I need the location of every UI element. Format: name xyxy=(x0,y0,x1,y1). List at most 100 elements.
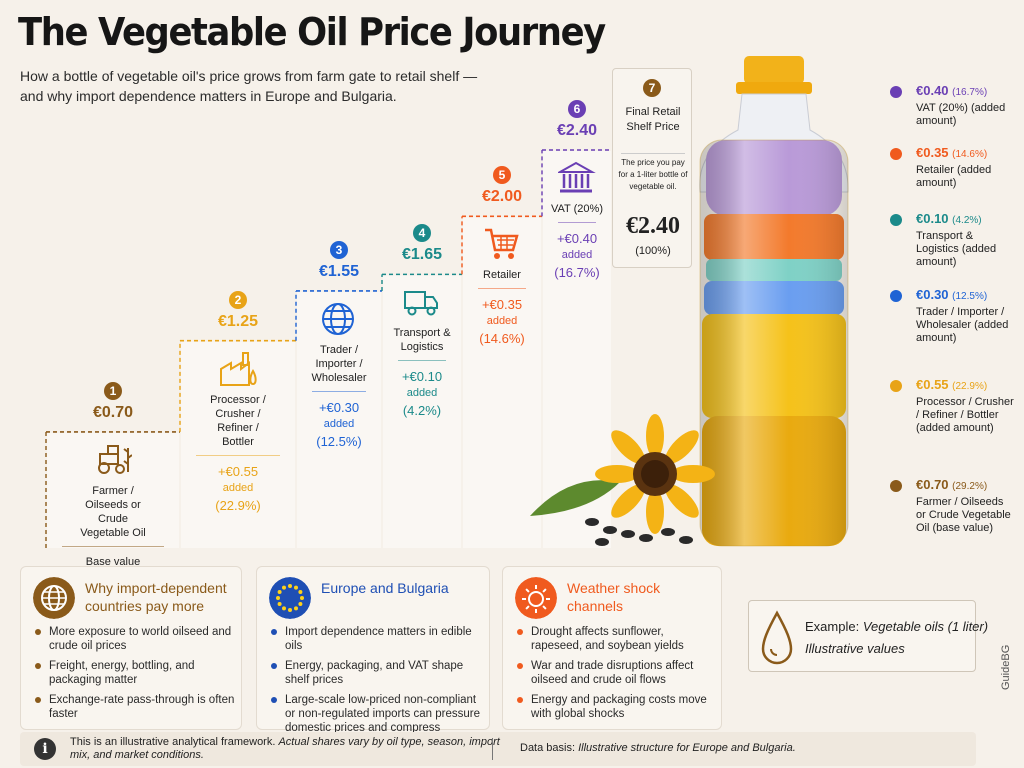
stage-label-line: Refiner / xyxy=(217,421,259,434)
stage-step-badge: 5 xyxy=(493,166,511,185)
stage-label-line: Farmer / xyxy=(92,484,134,497)
globe-icon xyxy=(33,577,75,619)
final-price: €2.40 xyxy=(626,213,680,239)
info-panel-item: Energy, packaging, and VAT shape shelf p… xyxy=(269,659,483,687)
stage-step-badge: 4 xyxy=(413,224,431,243)
info-panel-list: Drought affects sunflower, rapeseed, and… xyxy=(515,625,715,727)
legend-pct: (4.2%) xyxy=(952,215,982,226)
factory-icon xyxy=(220,351,257,386)
example-label: Example: xyxy=(805,619,860,634)
stage-label-line: Importer / xyxy=(315,357,363,370)
stage-label-line: Trader / xyxy=(319,343,359,356)
legend-swatch xyxy=(890,214,902,226)
info-panel: Weather shock channels Drought affects su… xyxy=(502,566,722,730)
globe-icon xyxy=(322,302,354,335)
legend-text: VAT (20%) (added amount) xyxy=(916,102,1006,127)
stage-cumulative-value: €1.55 xyxy=(318,262,360,280)
final-price-panel: 7 Final Retail Shelf Price The price you… xyxy=(612,68,692,268)
footer-data-basis: Data basis: Illustrative structure for E… xyxy=(520,742,796,754)
legend-value: €0.40 (16.7%) xyxy=(916,83,988,98)
footer-data-basis-label: Data basis: xyxy=(520,742,576,754)
stage-label-line: Bottler xyxy=(222,435,254,448)
stage-label-line: Processor / xyxy=(210,393,266,406)
legend-pct: (16.7%) xyxy=(952,87,988,98)
info-panel-heading: Weather shock channels xyxy=(567,580,661,614)
stage-label-line: Crusher / xyxy=(215,407,261,420)
sun-icon xyxy=(515,577,557,619)
stage-separator xyxy=(478,288,526,290)
final-divider xyxy=(621,153,685,154)
footer-note-italic: Actual shares vary by oil type, season, … xyxy=(70,736,500,761)
page-title: The Vegetable Oil Price Journey xyxy=(18,10,606,54)
stage-label-line: Crude xyxy=(98,512,128,525)
stage-label: Transport & Logistics xyxy=(386,326,458,354)
final-step-badge: 7 xyxy=(643,79,661,97)
stage-cumulative-value: €2.40 xyxy=(556,122,598,139)
tractor-icon xyxy=(98,444,132,474)
final-description: The price you pay for a 1-liter bottle o… xyxy=(618,158,688,191)
legend-pct: (12.5%) xyxy=(952,291,988,302)
sunflower-icon xyxy=(530,414,715,546)
stage-added-amount: +€0.30 xyxy=(318,399,360,415)
stage-separator xyxy=(398,360,446,362)
stage-label: VAT (20%) xyxy=(546,202,608,216)
info-panel-heading: Europe and Bulgaria xyxy=(321,580,449,596)
stage-added-amount: +€0.35 xyxy=(481,297,523,313)
info-icon: i xyxy=(34,738,56,760)
stage-added-word: added xyxy=(561,249,593,261)
bottle-cap xyxy=(744,56,804,84)
stage-cumulative-value: €1.65 xyxy=(401,246,443,264)
stage-separator xyxy=(196,454,280,456)
stage-added-pct: (14.6%) xyxy=(479,331,525,347)
legend-text: Processor / Crusher / Refiner / Bottler … xyxy=(916,396,1014,434)
info-panel-item: Energy and packaging costs move with glo… xyxy=(515,693,715,721)
stage-label-line: Vegetable Oil xyxy=(80,526,146,539)
legend-pct: (14.6%) xyxy=(952,149,988,160)
footer-divider xyxy=(492,738,493,760)
stage-label-line: Logistics xyxy=(400,341,444,354)
legend-pct: (22.9%) xyxy=(952,381,988,392)
stage-label-line: Retailer xyxy=(483,269,521,282)
stage-added-amount: +€0.55 xyxy=(217,463,259,479)
stage-cumulative-value: €0.70 xyxy=(92,403,134,421)
footer-note: This is an illustrative analytical frame… xyxy=(70,736,500,762)
stage-added-word: added xyxy=(406,387,438,400)
legend-swatch xyxy=(890,290,902,302)
example-note: Illustrative values xyxy=(805,641,905,656)
info-panel-item: Freight, energy, bottling, and packaging… xyxy=(33,659,235,687)
oil-drop-icon xyxy=(761,610,793,665)
legend-text: Retailer (added amount) xyxy=(916,164,992,189)
legend-swatch xyxy=(890,148,902,160)
stage-separator xyxy=(558,222,596,223)
legend-swatch xyxy=(890,380,902,392)
cart-icon xyxy=(485,229,519,260)
stage-label-line: VAT (20%) xyxy=(551,203,603,215)
info-panel: Why import-dependent countries pay more M… xyxy=(20,566,242,730)
legend-text: Trader / Importer / Wholesaler (added am… xyxy=(916,306,1009,344)
bottle-glass xyxy=(699,139,849,547)
stage-label: Farmer / Oilseeds or Crude Vegetable Oil xyxy=(50,484,176,540)
stage-separator xyxy=(312,390,366,392)
stage-added-value: +€0.35 added (14.6%) xyxy=(464,296,540,347)
page-subtitle: How a bottle of vegetable oil's price gr… xyxy=(20,68,478,104)
stage-added-value: +€0.55 added (22.9%) xyxy=(182,463,294,514)
legend-text: Transport & Logistics (added amount) xyxy=(916,230,997,268)
stage-cumulative-value: €1.25 xyxy=(217,312,259,330)
legend-value: €0.70 (29.2%) xyxy=(916,477,988,492)
stage-label-line: Oilseeds or xyxy=(85,498,141,511)
stage-column xyxy=(383,275,461,548)
watermark: GuideBG xyxy=(1000,644,1012,690)
stage-step-badge: 2 xyxy=(229,290,247,309)
stage-base-label: Base value xyxy=(85,555,141,568)
stage-label: Retailer xyxy=(466,268,538,282)
stage-separator xyxy=(62,545,164,547)
stage-added-word: added xyxy=(222,481,254,494)
stage-added-amount: +€0.10 xyxy=(401,369,443,385)
stage-label-line: Transport & xyxy=(393,327,451,340)
bottle-cap-ring xyxy=(736,82,812,94)
footer-data-basis-value: Illustrative structure for Europe and Bu… xyxy=(578,742,796,754)
truck-icon xyxy=(404,291,438,316)
example-value: Vegetable oils (1 liter) xyxy=(862,619,989,634)
stage-column xyxy=(47,432,179,548)
info-panel: Europe and Bulgaria Import dependence mat… xyxy=(256,566,490,748)
